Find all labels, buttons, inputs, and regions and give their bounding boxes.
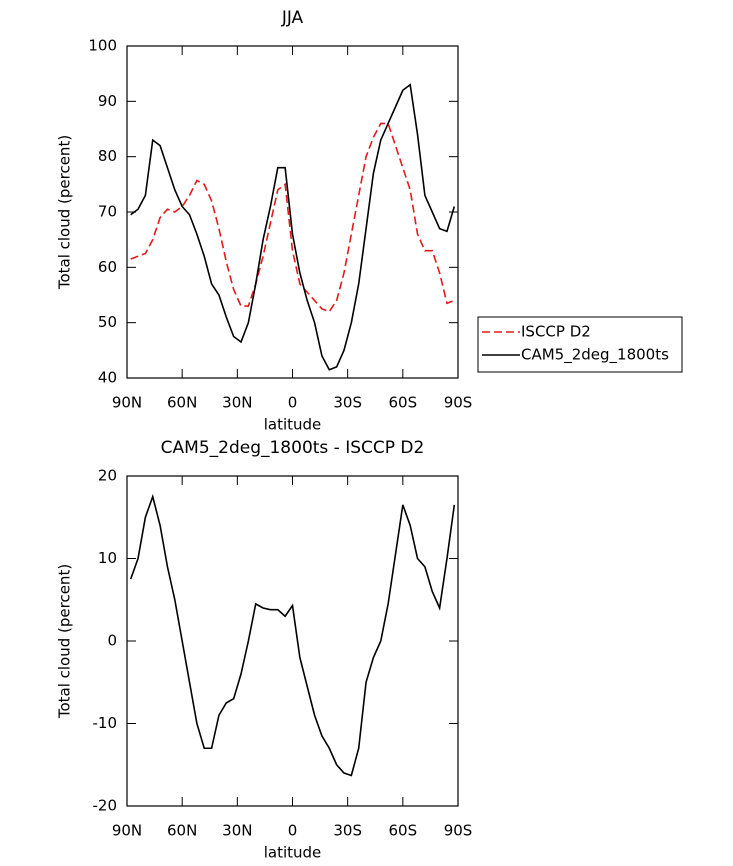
x-tick-label: 60N — [167, 822, 197, 840]
x-axis-label: latitude — [264, 844, 322, 862]
x-tick-label: 30S — [333, 394, 362, 412]
data-line — [129, 493, 456, 777]
y-axis-label: Total cloud (percent) — [56, 135, 74, 290]
x-tick-label: 30N — [222, 394, 252, 412]
y-tick-label: 10 — [98, 549, 117, 567]
y-tick-label: 60 — [98, 258, 117, 276]
x-tick-label: 90S — [444, 822, 473, 840]
x-tick-label: 60S — [389, 822, 418, 840]
y-tick-label: 0 — [107, 632, 117, 650]
y-tick-label: 90 — [98, 92, 117, 110]
y-axis-label: Total cloud (percent) — [56, 564, 74, 719]
x-tick-label: 90N — [112, 822, 142, 840]
y-tick-label: 70 — [98, 203, 117, 221]
chart-title: CAM5_2deg_1800ts - ISCCP D2 — [161, 438, 425, 458]
legend-label: ISCCP D2 — [521, 323, 591, 341]
y-tick-label: 50 — [98, 313, 117, 331]
legend-box — [477, 316, 683, 373]
y-tick-label: 80 — [98, 147, 117, 165]
x-tick-label: 0 — [288, 822, 298, 840]
x-tick-label: 30S — [333, 822, 362, 840]
data-line — [130, 122, 455, 313]
y-tick-label: 100 — [88, 37, 117, 55]
legend-label: CAM5_2deg_1800ts — [521, 346, 669, 365]
plot-frame — [126, 475, 459, 807]
x-tick-label: 60S — [389, 394, 418, 412]
x-axis-label: latitude — [264, 416, 322, 434]
chart-title: JJA — [281, 8, 304, 28]
y-tick-label: -20 — [93, 797, 118, 815]
x-tick-label: 90S — [444, 394, 473, 412]
plot-frame — [126, 45, 459, 379]
y-tick-label: 20 — [98, 467, 117, 485]
x-tick-label: 30N — [222, 822, 252, 840]
x-tick-label: 0 — [288, 394, 298, 412]
x-tick-label: 90N — [112, 394, 142, 412]
x-tick-label: 60N — [167, 394, 197, 412]
y-tick-label: -10 — [93, 714, 118, 732]
data-line — [130, 83, 456, 371]
y-tick-label: 40 — [98, 369, 117, 387]
